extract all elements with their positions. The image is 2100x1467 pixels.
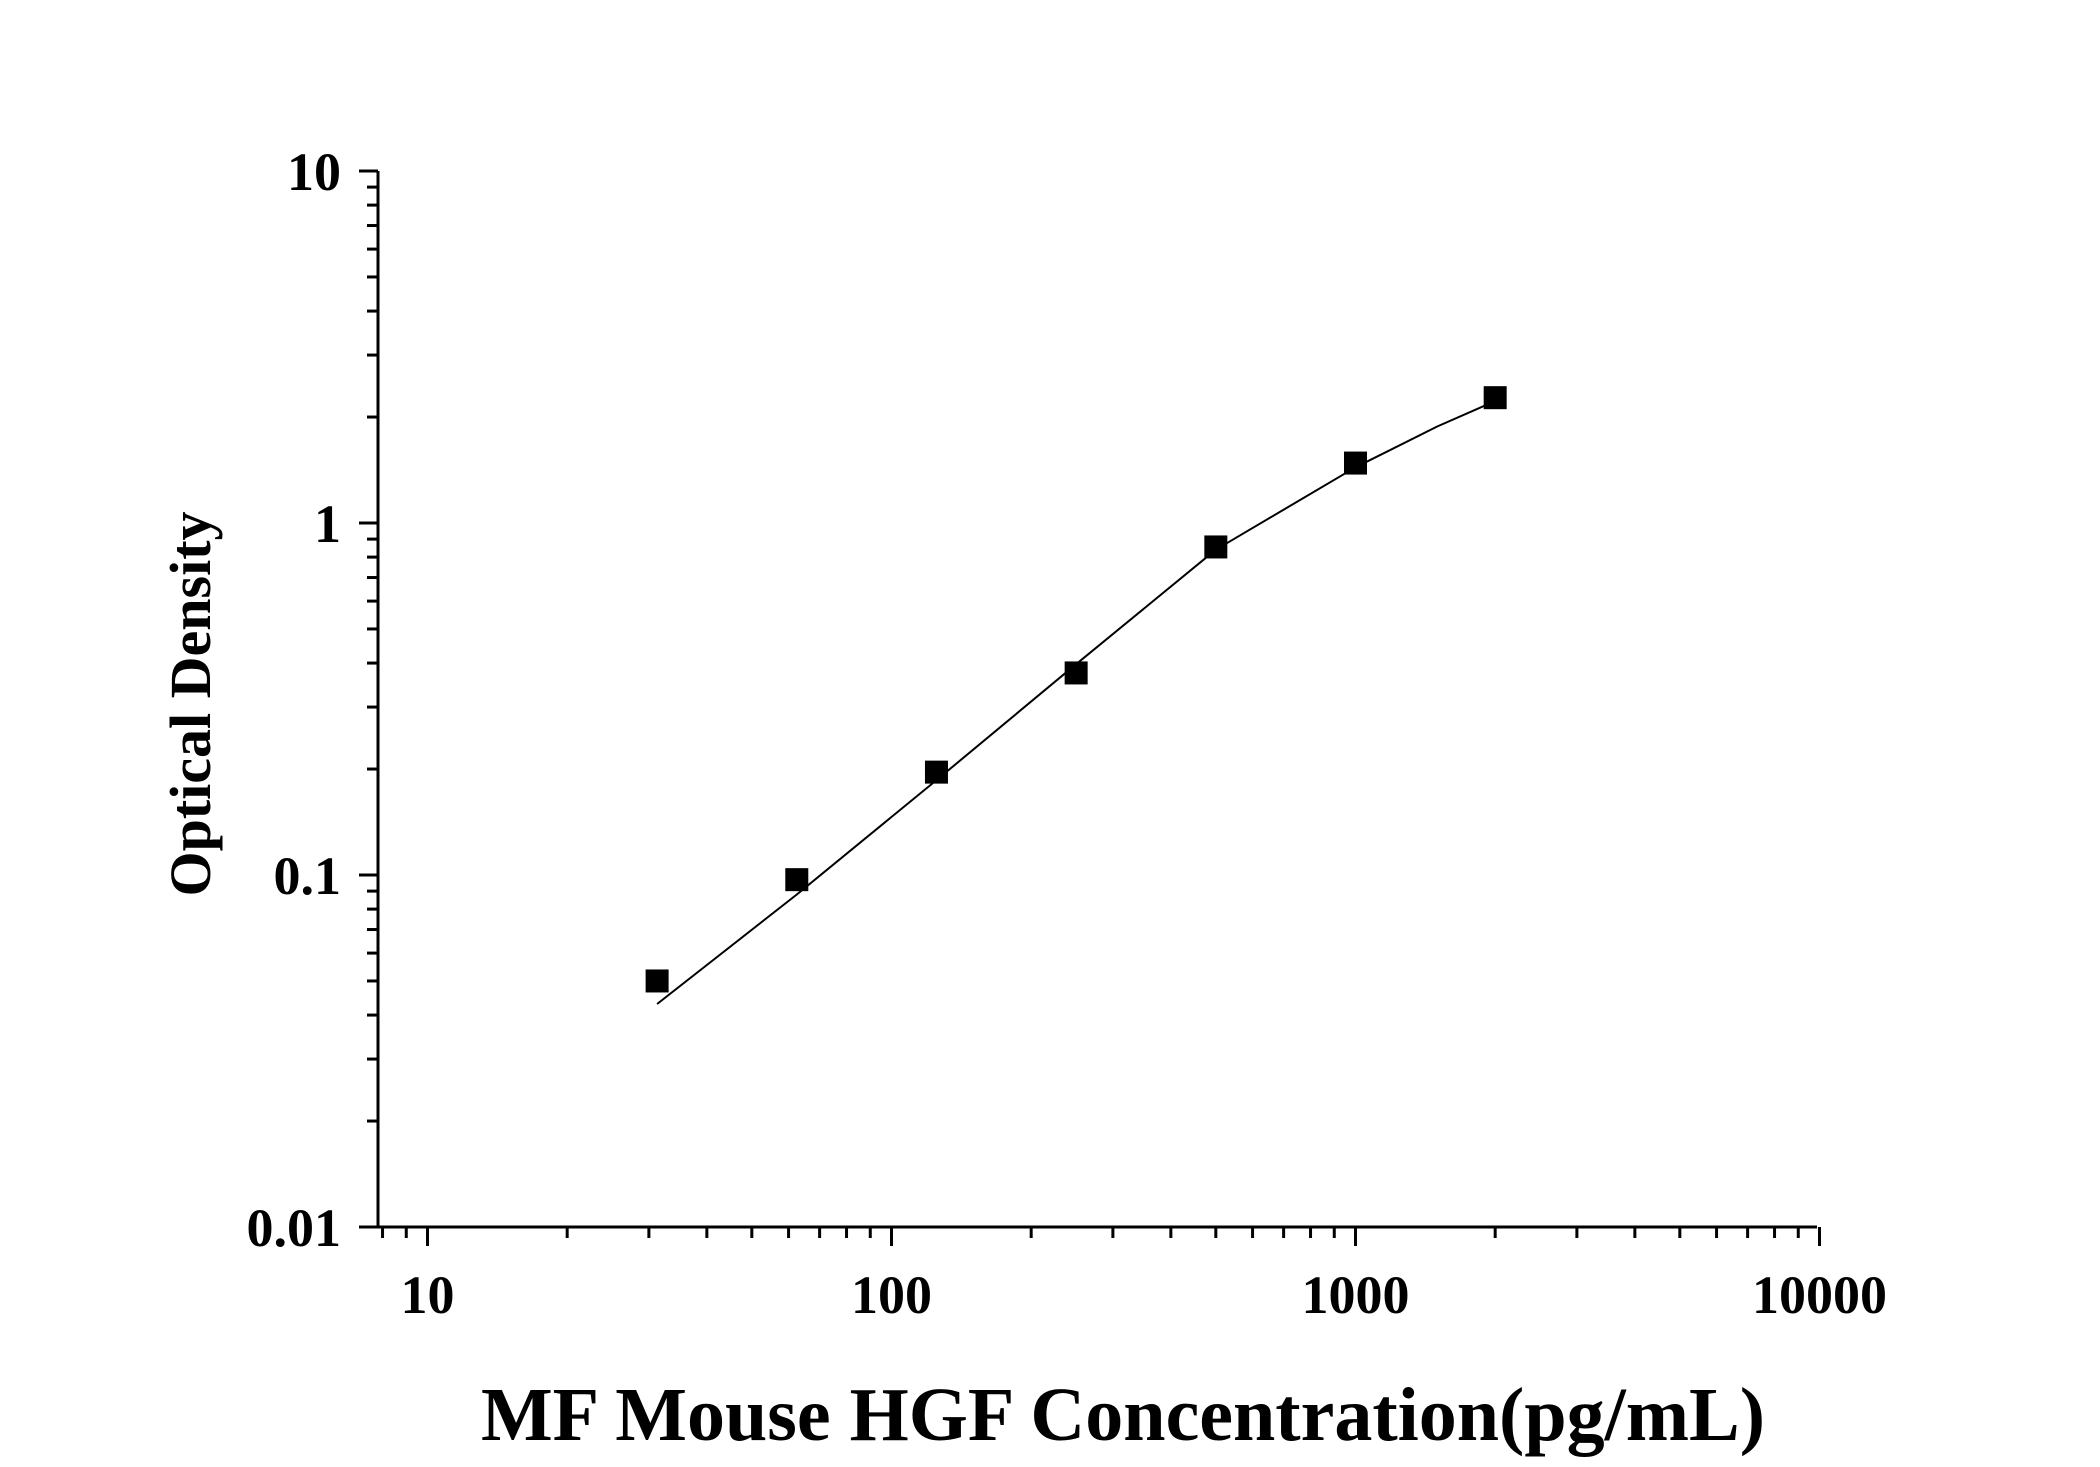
data-point <box>1064 661 1088 685</box>
y-tick-label: 0.01 <box>247 1198 342 1258</box>
data-point <box>1483 386 1507 410</box>
y-tick-label: 10 <box>287 142 341 202</box>
axes <box>376 171 1817 1229</box>
y-axis-title: Optical Density <box>158 511 223 896</box>
y-tick-label: 0.1 <box>274 846 342 906</box>
x-axis-ticks: 10 100 1000 10000 <box>381 1227 1887 1325</box>
data-point <box>1344 451 1367 475</box>
data-point <box>924 760 948 784</box>
x-tick-label: 10000 <box>1752 1265 1887 1325</box>
x-tick-label: 10 <box>401 1265 455 1325</box>
y-tick-label: 1 <box>314 494 341 554</box>
x-axis-title: MF Mouse HGF Concentration(pg/mL) <box>481 1373 1765 1457</box>
data-markers <box>645 386 1507 993</box>
fit-curve-line <box>656 400 1496 1005</box>
data-point <box>645 969 669 993</box>
y-axis-ticks: 0.01 0.1 1 10 <box>247 142 378 1258</box>
data-point <box>785 868 809 892</box>
x-tick-label: 100 <box>851 1265 932 1325</box>
x-tick-label: 1000 <box>1302 1265 1410 1325</box>
fit-curve-layer <box>656 400 1496 1005</box>
data-point <box>1204 535 1228 559</box>
